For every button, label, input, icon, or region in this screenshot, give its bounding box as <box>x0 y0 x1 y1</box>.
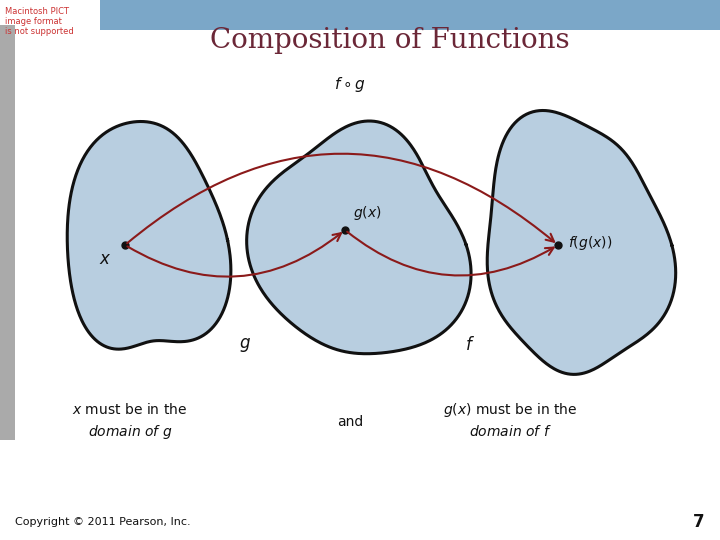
Text: $x$: $x$ <box>99 250 111 268</box>
Text: $g(x)$: $g(x)$ <box>353 204 382 222</box>
Bar <box>100 0 720 30</box>
Text: Macintosh PICT: Macintosh PICT <box>5 8 69 17</box>
Polygon shape <box>487 111 675 374</box>
Text: Copyright © 2011 Pearson, Inc.: Copyright © 2011 Pearson, Inc. <box>15 517 191 527</box>
Polygon shape <box>247 121 471 354</box>
Text: image format: image format <box>5 17 62 26</box>
Text: $f$: $f$ <box>465 336 475 354</box>
Text: domain of $f$: domain of $f$ <box>469 424 552 440</box>
Text: $g$: $g$ <box>239 336 251 354</box>
Text: and: and <box>337 415 363 429</box>
Text: Composition of Functions: Composition of Functions <box>210 26 570 53</box>
Text: $f \circ g$: $f \circ g$ <box>334 76 366 94</box>
Polygon shape <box>67 122 231 349</box>
Text: is not supported: is not supported <box>5 28 73 37</box>
Text: $f(g(x))$: $f(g(x))$ <box>568 234 612 252</box>
Text: 7: 7 <box>693 513 705 531</box>
Bar <box>0 25 15 440</box>
Text: $g(x)$ must be in the: $g(x)$ must be in the <box>443 401 577 419</box>
Text: domain of $g$: domain of $g$ <box>88 423 172 441</box>
Text: $x$ must be in the: $x$ must be in the <box>73 402 188 417</box>
